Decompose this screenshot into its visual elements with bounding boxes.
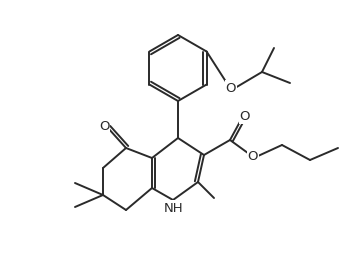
Text: O: O [226, 82, 236, 94]
Text: NH: NH [164, 201, 184, 214]
Text: O: O [99, 120, 109, 134]
Text: O: O [248, 150, 258, 163]
Text: O: O [240, 109, 250, 122]
